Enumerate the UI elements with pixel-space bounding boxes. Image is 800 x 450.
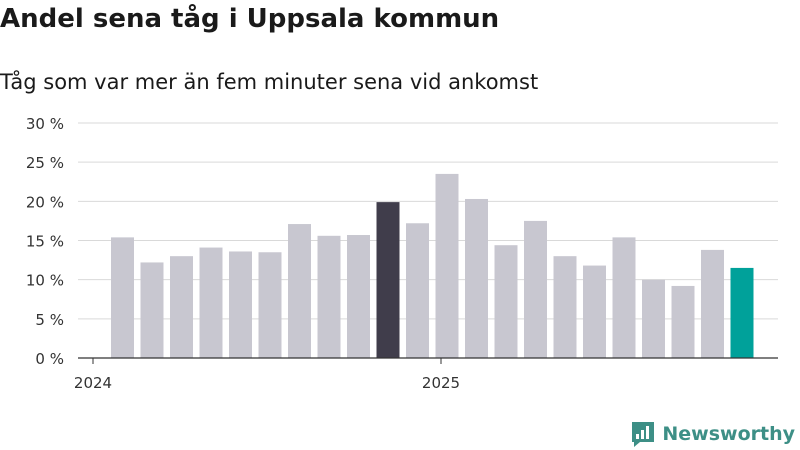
y-tick-label: 0 % <box>35 350 64 368</box>
bar <box>111 237 134 358</box>
bar <box>494 245 518 358</box>
x-tick-label: 2025 <box>422 374 460 392</box>
bar <box>701 249 724 358</box>
y-tick-label: 30 % <box>26 115 64 133</box>
y-tick-label: 5 % <box>35 311 64 329</box>
y-axis-tick-labels: 0 % 5 % 10 % 15 % 20 % 25 % 30 % <box>26 115 64 368</box>
brand-logo: Newsworthy <box>630 420 795 448</box>
bar <box>199 247 223 358</box>
y-tick-label: 20 % <box>26 193 64 211</box>
bar <box>406 223 429 358</box>
y-tick-label: 10 % <box>26 272 64 290</box>
bar <box>642 279 665 358</box>
y-tick-label: 15 % <box>26 233 64 251</box>
bar <box>583 265 606 358</box>
bar <box>229 251 252 358</box>
x-tick-label: 2024 <box>74 374 112 392</box>
bar <box>730 267 754 358</box>
bars <box>111 173 754 358</box>
bar <box>612 237 636 358</box>
bar <box>258 252 282 358</box>
bar <box>140 262 164 358</box>
chart-subtitle: Tåg som var mer än fem minuter sena vid … <box>0 70 539 94</box>
brand-name: Newsworthy <box>662 423 795 445</box>
bar <box>465 198 488 358</box>
x-axis-ticks: 2024 2025 <box>74 358 460 392</box>
bar <box>288 224 311 358</box>
bar <box>376 202 400 358</box>
bar <box>317 235 341 358</box>
bar <box>347 235 370 358</box>
newsworthy-logo-icon <box>632 422 655 447</box>
bar <box>524 220 547 358</box>
chart-title: Andel sena tåg i Uppsala kommun <box>0 4 500 34</box>
bar <box>553 256 577 358</box>
bar <box>435 173 459 358</box>
bar <box>170 256 193 358</box>
bar <box>671 285 695 358</box>
y-tick-label: 25 % <box>26 154 64 172</box>
